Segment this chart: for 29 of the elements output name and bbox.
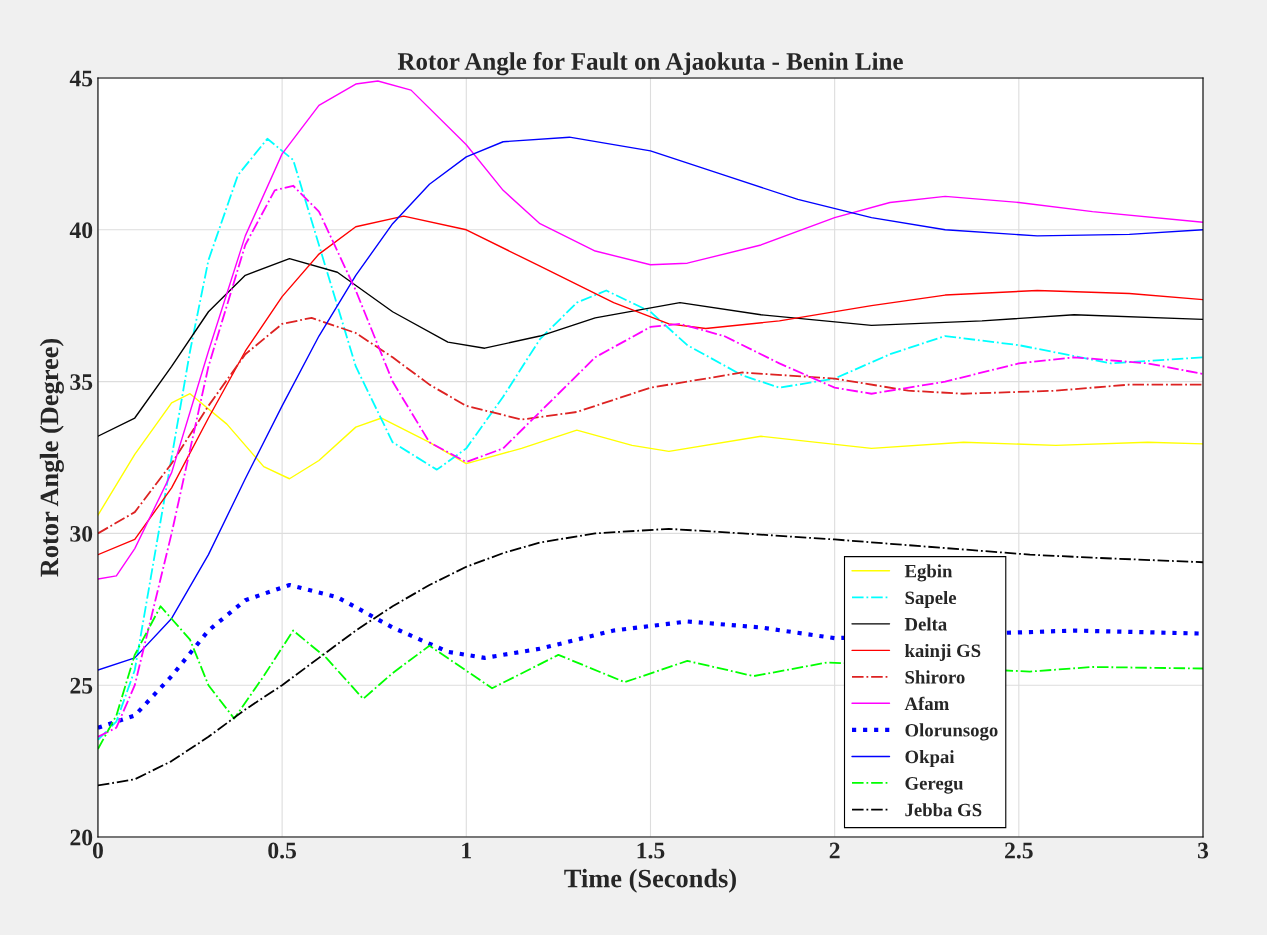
legend-label: Olorunsogo <box>905 723 998 741</box>
x-axis-title: Time (Seconds) <box>564 868 736 893</box>
legend-label: kainji GS <box>904 643 981 661</box>
x-tick-label: 1.5 <box>637 842 665 859</box>
y-tick-label: 40 <box>69 222 93 239</box>
legend-label: Egbin <box>904 564 953 582</box>
legend-label: Afam <box>904 696 949 711</box>
x-tick-label: 0 <box>92 842 103 859</box>
y-tick-label: 45 <box>69 70 93 87</box>
x-tick-label: 0.5 <box>268 842 297 859</box>
y-tick-label: 20 <box>70 829 93 846</box>
y-tick-label: 25 <box>70 677 93 694</box>
legend-label: Shiroro <box>905 670 965 684</box>
x-tick-label: 2.5 <box>1005 842 1033 859</box>
legend-label: Geregu <box>905 777 964 794</box>
legend-label: Delta <box>904 617 947 631</box>
y-tick-label: 35 <box>70 374 93 391</box>
legend-label: Sapele <box>905 590 957 608</box>
line-series <box>97 316 1204 535</box>
line-series <box>97 393 1204 516</box>
x-tick-label: 3 <box>1198 842 1209 859</box>
line-series <box>97 215 1204 556</box>
y-tick-label: 30 <box>70 525 93 542</box>
legend-label: Jebba GS <box>905 803 982 817</box>
y-axis-title: Rotor Angle (Degree) <box>39 338 64 577</box>
chart-title: Rotor Angle for Fault on Ajaokuta - Benin Line <box>397 52 903 76</box>
legend-label: Okpai <box>905 750 955 767</box>
x-tick-label: 1 <box>462 842 471 859</box>
x-tick-label: 2 <box>829 842 840 859</box>
